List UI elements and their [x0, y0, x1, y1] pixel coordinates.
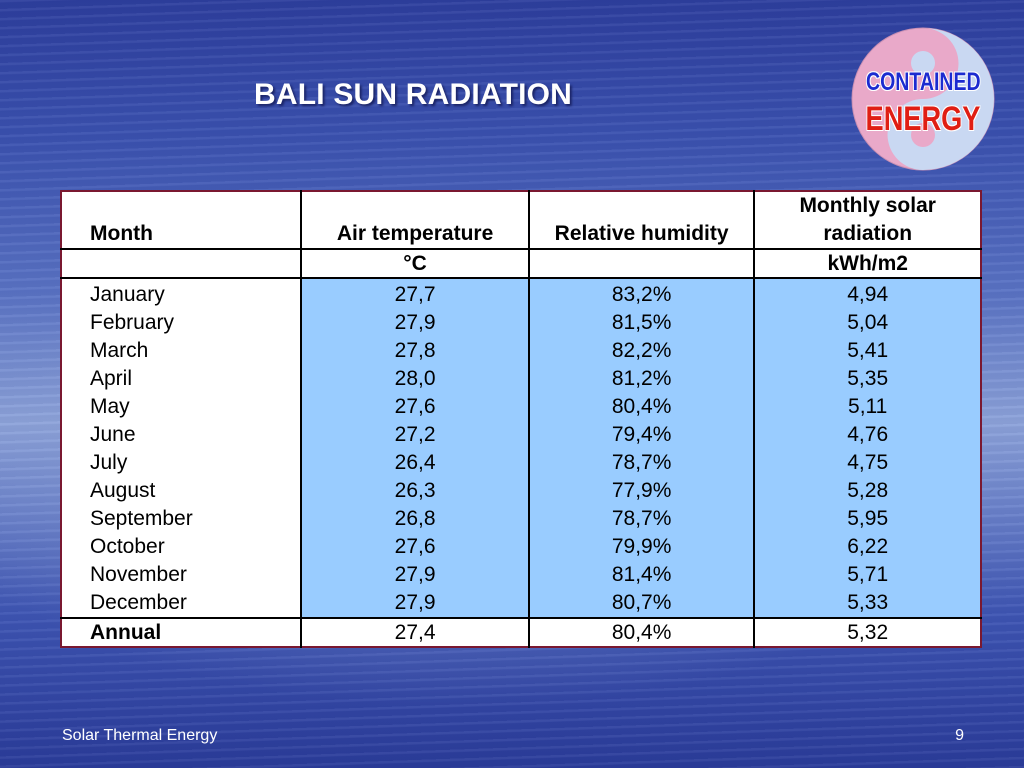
table-row: June 27,2 79,4% 4,76	[61, 421, 981, 449]
table-header-row: Month Air temperature Relative humidity …	[61, 191, 981, 250]
header-solar-line1: Monthly solar	[799, 194, 936, 217]
radiation-cell: 6,22	[753, 533, 981, 561]
annual-label: Annual	[61, 617, 302, 647]
temperature-cell: 26,8	[300, 505, 529, 533]
slide-title: BALI SUN RADIATION	[254, 78, 573, 111]
annual-temp: 27,4	[300, 617, 529, 647]
humidity-cell: 83,2%	[527, 278, 755, 309]
page-number: 9	[955, 727, 964, 744]
table-units-row: °C kWh/m2	[61, 249, 981, 279]
radiation-cell: 5,28	[753, 477, 981, 505]
table-row: April 28,0 81,2% 5,35	[61, 365, 981, 393]
table-row: September 26,8 78,7% 5,95	[61, 505, 981, 533]
humidity-cell: 81,4%	[527, 561, 755, 589]
humidity-cell: 80,4%	[527, 393, 755, 421]
table-row: November 27,9 81,4% 5,71	[61, 561, 981, 589]
humidity-cell: 79,4%	[527, 421, 755, 449]
radiation-cell: 5,71	[753, 561, 981, 589]
table-row: July 26,4 78,7% 4,75	[61, 449, 981, 477]
unit-air-temperature: °C	[300, 249, 529, 279]
humidity-cell: 78,7%	[527, 449, 755, 477]
radiation-cell: 5,41	[753, 337, 981, 365]
temperature-cell: 27,2	[300, 421, 529, 449]
header-month: Month	[61, 191, 302, 250]
table-row: August 26,3 77,9% 5,28	[61, 477, 981, 505]
table-row: February 27,9 81,5% 5,04	[61, 309, 981, 337]
table-row: March 27,8 82,2% 5,41	[61, 337, 981, 365]
yin-yang-icon	[851, 27, 995, 171]
month-cell: July	[61, 449, 302, 477]
month-cell: November	[61, 561, 302, 589]
header-relative-humidity: Relative humidity	[527, 191, 755, 250]
table-body: January 27,7 83,2% 4,94 February 27,9 81,5% 5,0…	[61, 278, 981, 618]
temperature-cell: 26,4	[300, 449, 529, 477]
month-cell: September	[61, 505, 302, 533]
annual-humidity: 80,4%	[527, 617, 755, 647]
month-cell: June	[61, 421, 302, 449]
humidity-cell: 79,9%	[527, 533, 755, 561]
month-cell: April	[61, 365, 302, 393]
unit-month	[61, 249, 302, 279]
humidity-cell: 81,2%	[527, 365, 755, 393]
unit-solar-radiation: kWh/m2	[753, 249, 981, 279]
month-cell: August	[61, 477, 302, 505]
temperature-cell: 27,7	[300, 278, 529, 309]
radiation-cell: 5,95	[753, 505, 981, 533]
temperature-cell: 28,0	[300, 365, 529, 393]
table-row: December 27,9 80,7% 5,33	[61, 589, 981, 618]
header-solar-line2: radiation	[823, 222, 913, 245]
radiation-cell: 4,76	[753, 421, 981, 449]
month-cell: December	[61, 589, 302, 618]
humidity-cell: 80,7%	[527, 589, 755, 618]
radiation-cell: 5,04	[753, 309, 981, 337]
temperature-cell: 27,9	[300, 561, 529, 589]
logo-line-energy: ENERGY	[865, 100, 981, 138]
annual-radiation: 5,32	[753, 617, 981, 647]
temperature-cell: 27,6	[300, 393, 529, 421]
header-air-temperature: Air temperature	[300, 191, 529, 250]
month-cell: May	[61, 393, 302, 421]
table-row: January 27,7 83,2% 4,94	[61, 278, 981, 309]
footer-title: Solar Thermal Energy	[62, 727, 218, 744]
temperature-cell: 26,3	[300, 477, 529, 505]
bali-climate-table: Month Air temperature Relative humidity …	[60, 190, 982, 648]
month-cell: October	[61, 533, 302, 561]
temperature-cell: 27,8	[300, 337, 529, 365]
radiation-cell: 4,94	[753, 278, 981, 309]
month-cell: January	[61, 278, 302, 309]
radiation-cell: 5,33	[753, 589, 981, 618]
logo-line-contained: CONTAINED	[866, 68, 981, 96]
temperature-cell: 27,6	[300, 533, 529, 561]
table-row: May 27,6 80,4% 5,11	[61, 393, 981, 421]
radiation-cell: 5,11	[753, 393, 981, 421]
month-cell: March	[61, 337, 302, 365]
radiation-cell: 4,75	[753, 449, 981, 477]
temperature-cell: 27,9	[300, 309, 529, 337]
humidity-cell: 77,9%	[527, 477, 755, 505]
contained-energy-logo: CONTAINED ENERGY	[850, 26, 996, 172]
radiation-cell: 5,35	[753, 365, 981, 393]
humidity-cell: 82,2%	[527, 337, 755, 365]
annual-row: Annual 27,4 80,4% 5,32	[61, 617, 981, 647]
unit-relative-humidity	[527, 249, 755, 279]
header-monthly-solar-radiation: Monthly solar radiation	[753, 191, 981, 250]
humidity-cell: 78,7%	[527, 505, 755, 533]
humidity-cell: 81,5%	[527, 309, 755, 337]
temperature-cell: 27,9	[300, 589, 529, 618]
month-cell: February	[61, 309, 302, 337]
table-row: October 27,6 79,9% 6,22	[61, 533, 981, 561]
